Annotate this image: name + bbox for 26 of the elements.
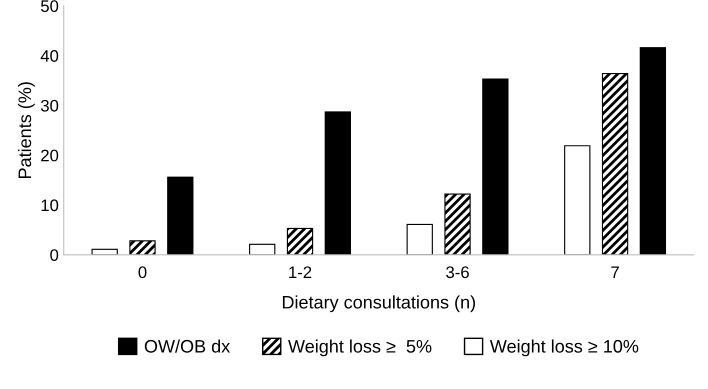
y-tick-label: 30 [40, 100, 58, 112]
x-tick-label: 3-6 [446, 266, 469, 278]
x-tick-label: 0 [138, 266, 146, 278]
bar [602, 72, 628, 255]
legend-label: Weight loss ≥ 5% [288, 339, 432, 356]
bar [406, 224, 433, 255]
x-tick-label: 7 [611, 266, 619, 278]
bar [167, 176, 194, 255]
bar [640, 47, 666, 255]
bar [129, 240, 156, 255]
y-tick-label: 0 [50, 249, 58, 261]
legend-label: Weight loss ≥ 10% [490, 339, 638, 356]
x-axis-title: Dietary consultations (n) [282, 295, 476, 312]
bar [286, 228, 314, 255]
bar [324, 111, 351, 255]
bar [444, 193, 471, 255]
y-tick-label: 50 [40, 0, 58, 12]
y-tick-label: 20 [41, 150, 58, 162]
bar [564, 145, 590, 255]
y-tick-label: 40 [40, 50, 58, 62]
x-tick-label: 1-2 [289, 266, 312, 278]
y-axis-title: Patients (%) [18, 82, 35, 178]
bar [482, 78, 509, 255]
y-tick-label: 10 [42, 199, 58, 212]
legend-label: OW/OB dx [144, 339, 230, 353]
bar [249, 244, 276, 255]
